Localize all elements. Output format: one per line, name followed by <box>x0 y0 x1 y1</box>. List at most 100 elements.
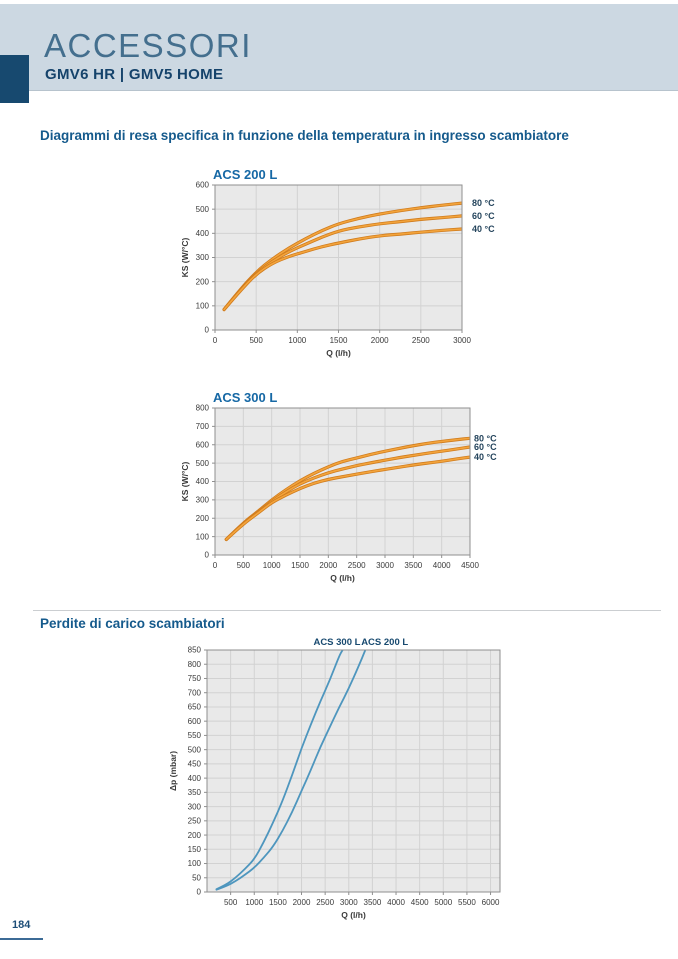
x-tick-label: 3000 <box>376 561 394 570</box>
y-tick-label: 400 <box>188 774 202 783</box>
x-tick-label: 4000 <box>433 561 451 570</box>
page-number: 184 <box>12 919 31 931</box>
header-accent-square <box>0 55 29 103</box>
y-tick-label: 850 <box>188 646 202 655</box>
y-tick-label: 600 <box>188 717 202 726</box>
curves-group <box>215 650 367 891</box>
y-tick-label: 0 <box>205 326 210 335</box>
x-tick-label: 4000 <box>387 898 405 907</box>
y-tick-label: 250 <box>188 817 202 826</box>
x-tick-label: 1000 <box>288 336 306 345</box>
y-tick-label: 200 <box>188 831 202 840</box>
y-tick-label: 500 <box>196 459 210 468</box>
y-tick-label: 400 <box>196 477 210 486</box>
x-tick-label: 3500 <box>404 561 422 570</box>
x-axis-label: Q (l/h) <box>341 910 366 920</box>
chart-pressure-drop: 500 1000 1500 2000 2500 3000 3500 4000 4500 5000 5… <box>160 633 522 925</box>
chart-title: ACS 300 L <box>213 390 277 405</box>
y-tick-label: 300 <box>188 802 202 811</box>
y-tick-label: 650 <box>188 703 202 712</box>
section-heading-pressure-drop: Perdite di carico scambiatori <box>40 616 225 631</box>
legend-label: 40 °C <box>472 224 495 234</box>
section-divider <box>33 610 661 611</box>
y-axis-label: Δp (mbar) <box>168 751 178 791</box>
chart-acs-300l: 0 500 1000 1500 2000 2500 3000 3500 4000 4500 0 100… <box>150 385 570 585</box>
footer-rule <box>0 938 43 940</box>
x-axis-label: Q (l/h) <box>326 348 351 358</box>
y-axis-label: KS (W/°C) <box>180 237 190 277</box>
x-tick-label: 4500 <box>461 561 479 570</box>
x-tick-label: 1000 <box>245 898 263 907</box>
y-tick-label: 300 <box>196 496 210 505</box>
plot-border <box>206 649 501 893</box>
x-tick-label: 5500 <box>458 898 476 907</box>
curves-group <box>224 436 470 541</box>
y-tick-label: 750 <box>188 674 202 683</box>
curve-acs-200-l <box>215 650 367 891</box>
y-tick-label: 500 <box>188 745 202 754</box>
legend-label: 60 °C <box>474 442 497 452</box>
y-tick-label: 400 <box>196 229 210 238</box>
y-tick-label: 50 <box>192 873 201 882</box>
y-tick-label: 700 <box>188 688 202 697</box>
curve-acs-300-l <box>215 650 344 891</box>
x-tick-label: 4500 <box>411 898 429 907</box>
page-subtitle: GMV6 HR | GMV5 HOME <box>45 66 224 83</box>
y-tick-label: 300 <box>196 253 210 262</box>
y-tick-label: 600 <box>196 181 210 190</box>
chart-canvas: 0 500 1000 1500 2000 2500 3000 0 100 200 300 400 500… <box>180 167 495 358</box>
legend-label: 80 °C <box>474 433 497 443</box>
x-tick-label: 1000 <box>263 561 281 570</box>
x-tick-label: 2000 <box>293 898 311 907</box>
x-tick-label: 500 <box>237 561 251 570</box>
x-tick-label: 0 <box>213 336 218 345</box>
y-tick-label: 100 <box>196 532 210 541</box>
x-tick-label: 2000 <box>371 336 389 345</box>
chart-title: ACS 200 L <box>213 167 277 182</box>
x-tick-label: 3000 <box>340 898 358 907</box>
y-tick-label: 800 <box>196 404 210 413</box>
x-tick-label: 500 <box>224 898 238 907</box>
curve-40-°c <box>223 228 462 311</box>
x-tick-label: 5000 <box>434 898 452 907</box>
x-tick-label: 6000 <box>482 898 500 907</box>
x-tick-label: 0 <box>213 561 218 570</box>
chart-acs-200l: 0 500 1000 1500 2000 2500 3000 0 100 200 300 400 500… <box>150 160 570 372</box>
legend-label: 40 °C <box>474 452 497 462</box>
y-tick-label: 450 <box>188 760 202 769</box>
y-tick-label: 600 <box>196 440 210 449</box>
y-tick-label: 700 <box>196 422 210 431</box>
y-tick-label: 550 <box>188 731 202 740</box>
curve-top-label: ACS 300 L <box>313 637 360 648</box>
y-tick-label: 500 <box>196 205 210 214</box>
curves-group <box>222 201 462 312</box>
x-tick-label: 2000 <box>319 561 337 570</box>
y-tick-label: 200 <box>196 514 210 523</box>
y-tick-label: 0 <box>205 551 210 560</box>
section-heading-diagrams: Diagrammi di resa specifica in funzione … <box>40 128 569 143</box>
chart-canvas: 0 500 1000 1500 2000 2500 3000 3500 4000 4500 0 100… <box>180 390 497 583</box>
legend-label: 80 °C <box>472 198 495 208</box>
curve-top-label: ACS 200 L <box>361 637 408 648</box>
y-axis-label: KS (W/°C) <box>180 461 190 501</box>
chart-canvas: 500 1000 1500 2000 2500 3000 3500 4000 4500 5000 5… <box>168 637 501 920</box>
x-tick-label: 3500 <box>364 898 382 907</box>
y-tick-label: 350 <box>188 788 202 797</box>
x-tick-label: 3000 <box>453 336 471 345</box>
page-title: ACCESSORI <box>44 27 252 64</box>
y-tick-label: 150 <box>188 845 202 854</box>
y-tick-label: 800 <box>188 660 202 669</box>
x-tick-label: 500 <box>249 336 263 345</box>
x-tick-label: 2500 <box>412 336 430 345</box>
curve-40-°c <box>225 456 470 541</box>
y-tick-label: 0 <box>197 888 202 897</box>
x-tick-label: 2500 <box>316 898 334 907</box>
header-band: ACCESSORI GMV6 HR | GMV5 HOME <box>0 4 678 91</box>
x-axis-label: Q (l/h) <box>330 573 355 583</box>
legend-label: 60 °C <box>472 211 495 221</box>
x-tick-label: 2500 <box>348 561 366 570</box>
x-tick-label: 1500 <box>330 336 348 345</box>
y-tick-label: 200 <box>196 277 210 286</box>
y-tick-label: 100 <box>196 302 210 311</box>
